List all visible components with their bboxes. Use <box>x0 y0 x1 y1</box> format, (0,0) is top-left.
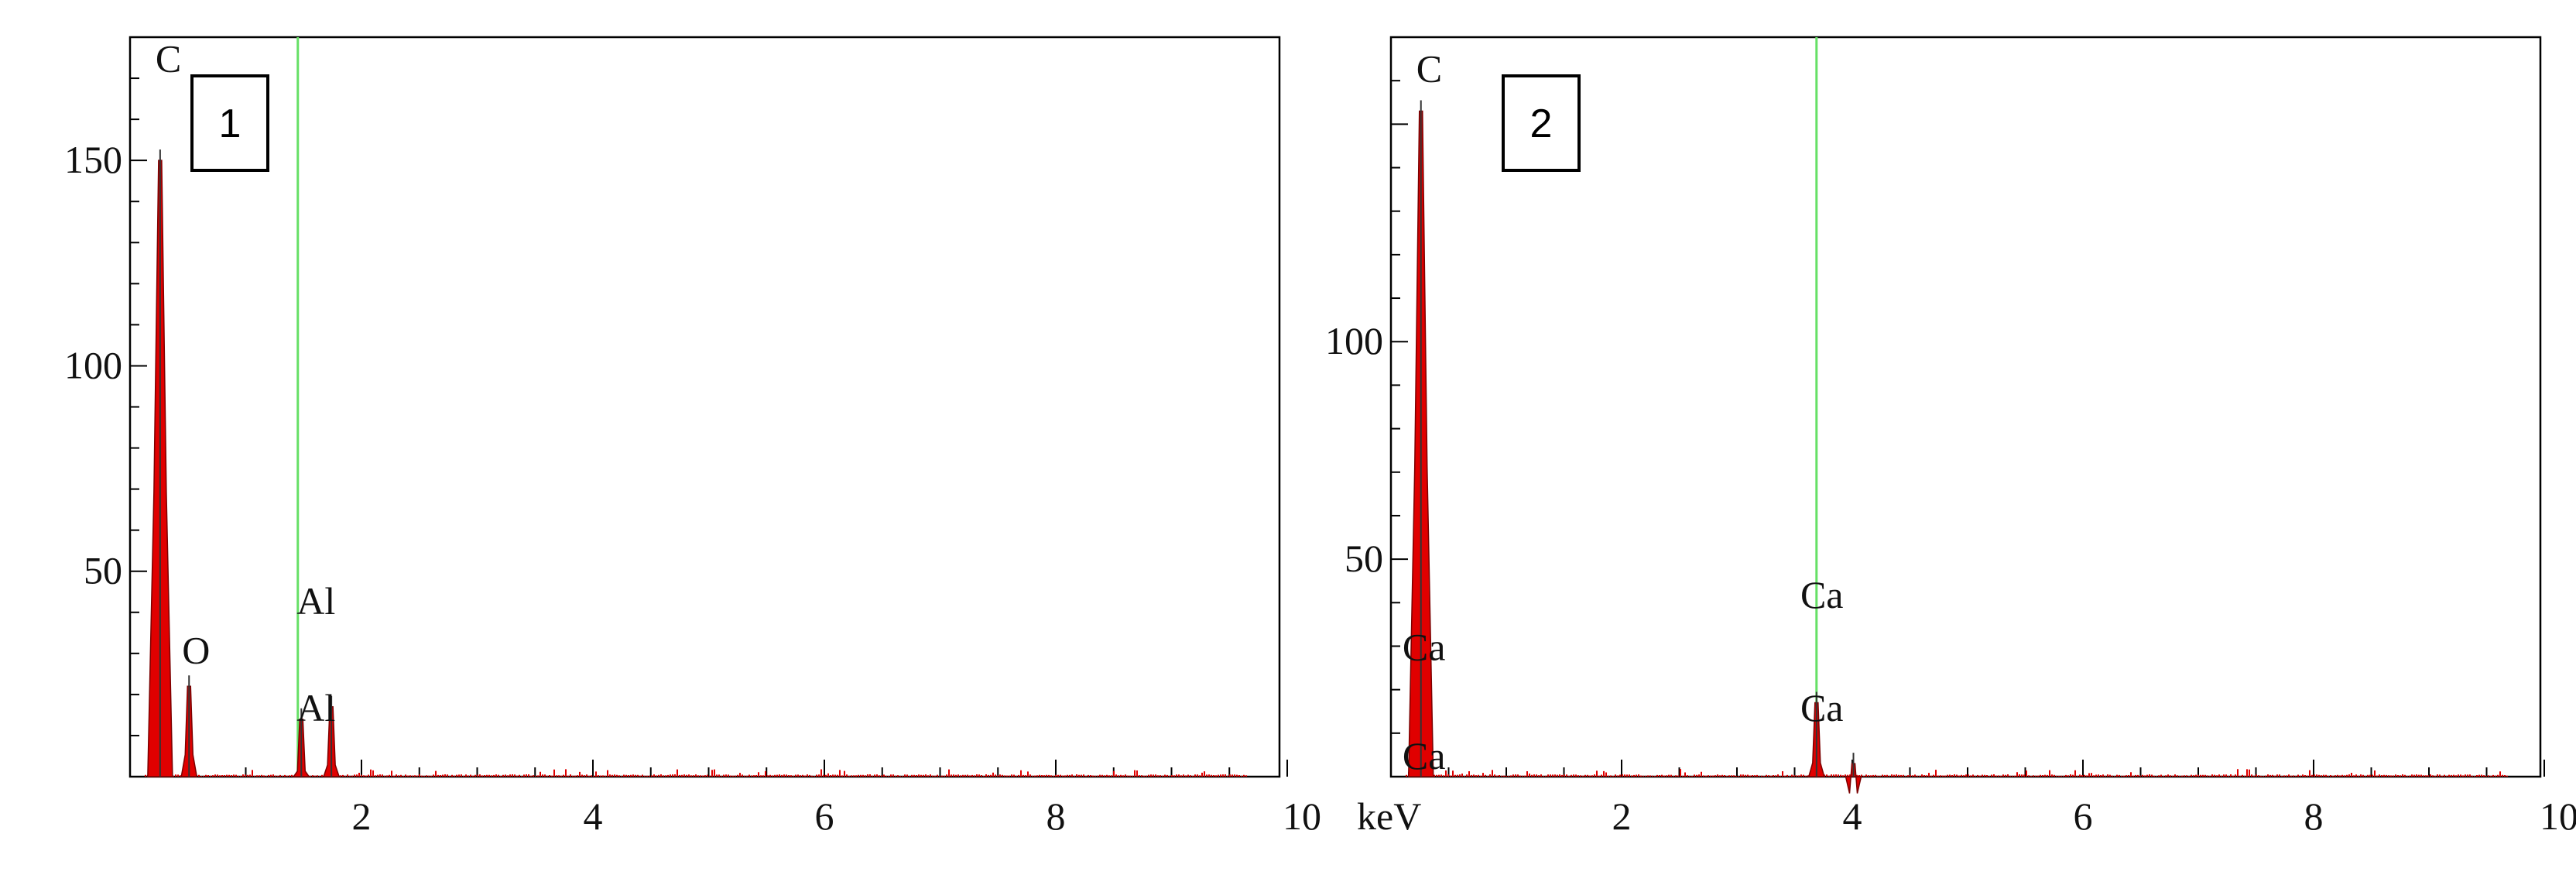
spectrum-panel-1: 50 100 150 2 4 6 8 10 keV C O Al Al 1 <box>64 36 1421 838</box>
x-tick-label: 4 <box>1843 794 1862 838</box>
panel-number-label: 2 <box>1530 101 1553 146</box>
x-tick-label: 6 <box>815 794 834 838</box>
peak-annotation: Al <box>296 686 335 729</box>
y-tick-label: 150 <box>64 138 122 181</box>
y-tick-label: 50 <box>84 549 122 592</box>
peak-annotation: Ca <box>1800 573 1844 616</box>
panel-number-box <box>190 74 269 172</box>
x-tick-label: 10 <box>2540 794 2576 838</box>
x-tick-label: 10 <box>1283 794 1321 838</box>
peak-annotation: Ca <box>1800 686 1844 729</box>
peak-annotation: Al <box>296 579 335 623</box>
peak-annotation: Ca <box>1403 625 1446 668</box>
x-unit-label: keV <box>1357 794 1421 838</box>
plot-frame <box>128 36 1281 778</box>
x-tick-label: 8 <box>1046 794 1066 838</box>
panel-number-box <box>1502 74 1581 172</box>
y-tick-label: 100 <box>64 343 122 386</box>
peak-annotation: Ca <box>1403 734 1446 777</box>
y-tick-label: 50 <box>1345 537 1383 580</box>
peak-annotation: C <box>156 37 181 81</box>
peak-annotation: O <box>182 629 210 672</box>
x-tick-label: 2 <box>352 794 372 838</box>
panel-number-label: 1 <box>219 101 242 146</box>
x-tick-label: 8 <box>2304 794 2324 838</box>
peak-Ca <box>1845 763 1862 794</box>
spectrum-panel-2: 50 100 2 4 6 8 10 keV C Ca Ca Ca Ca 2 <box>1325 36 2576 838</box>
spectrum-noise <box>145 769 1247 777</box>
x-tick-label: 2 <box>1612 794 1632 838</box>
y-tick-label: 100 <box>1325 319 1383 362</box>
spectrum-noise <box>1406 769 2508 777</box>
x-tick-label: 4 <box>584 794 603 838</box>
peak-annotation: C <box>1416 46 1442 90</box>
x-tick-label: 6 <box>2074 794 2093 838</box>
